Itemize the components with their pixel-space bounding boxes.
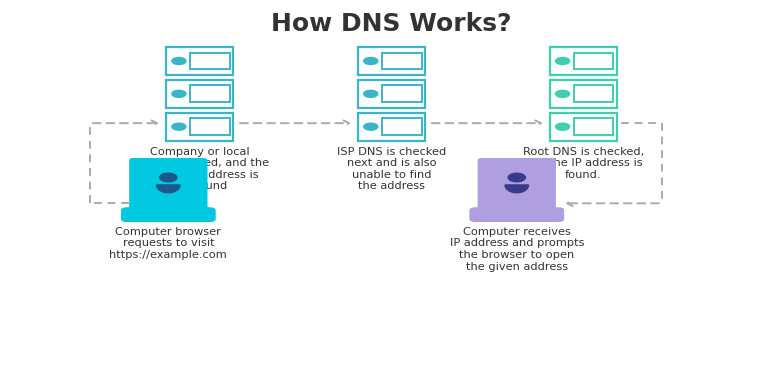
Text: Company or local
DNS is checked, and the
requested address is
not found: Company or local DNS is checked, and the… [130,147,269,192]
FancyBboxPatch shape [470,207,565,222]
FancyBboxPatch shape [190,85,230,102]
Polygon shape [505,185,529,193]
FancyBboxPatch shape [382,118,422,135]
Circle shape [364,57,378,65]
Text: Computer browser
requests to visit
https://example.com: Computer browser requests to visit https… [110,227,227,260]
FancyBboxPatch shape [359,47,424,75]
FancyBboxPatch shape [129,158,207,213]
Circle shape [364,90,378,97]
Circle shape [160,173,177,182]
Circle shape [556,90,570,97]
FancyBboxPatch shape [550,113,617,141]
FancyBboxPatch shape [573,118,614,135]
Circle shape [556,123,570,130]
FancyBboxPatch shape [478,158,556,213]
FancyBboxPatch shape [166,80,233,108]
FancyBboxPatch shape [573,85,614,102]
FancyBboxPatch shape [382,52,422,70]
Text: Computer receives
IP address and prompts
the browser to open
the given address: Computer receives IP address and prompts… [449,227,584,272]
FancyBboxPatch shape [382,85,422,102]
FancyBboxPatch shape [166,113,233,141]
Circle shape [172,90,186,97]
Circle shape [364,123,378,130]
FancyBboxPatch shape [121,207,215,222]
Text: Root DNS is checked,
and the IP address is
found.: Root DNS is checked, and the IP address … [523,147,644,180]
FancyBboxPatch shape [166,47,233,75]
Text: How DNS Works?: How DNS Works? [271,12,512,36]
FancyBboxPatch shape [489,163,545,208]
Circle shape [172,57,186,65]
FancyBboxPatch shape [359,113,424,141]
FancyBboxPatch shape [550,47,617,75]
Circle shape [508,173,525,182]
FancyBboxPatch shape [359,80,424,108]
Circle shape [556,57,570,65]
Circle shape [172,123,186,130]
FancyBboxPatch shape [140,163,197,208]
FancyBboxPatch shape [550,80,617,108]
FancyBboxPatch shape [573,52,614,70]
Text: ISP DNS is checked
next and is also
unable to find
the address: ISP DNS is checked next and is also unab… [337,147,446,192]
FancyBboxPatch shape [190,118,230,135]
FancyBboxPatch shape [190,52,230,70]
Polygon shape [157,185,180,193]
